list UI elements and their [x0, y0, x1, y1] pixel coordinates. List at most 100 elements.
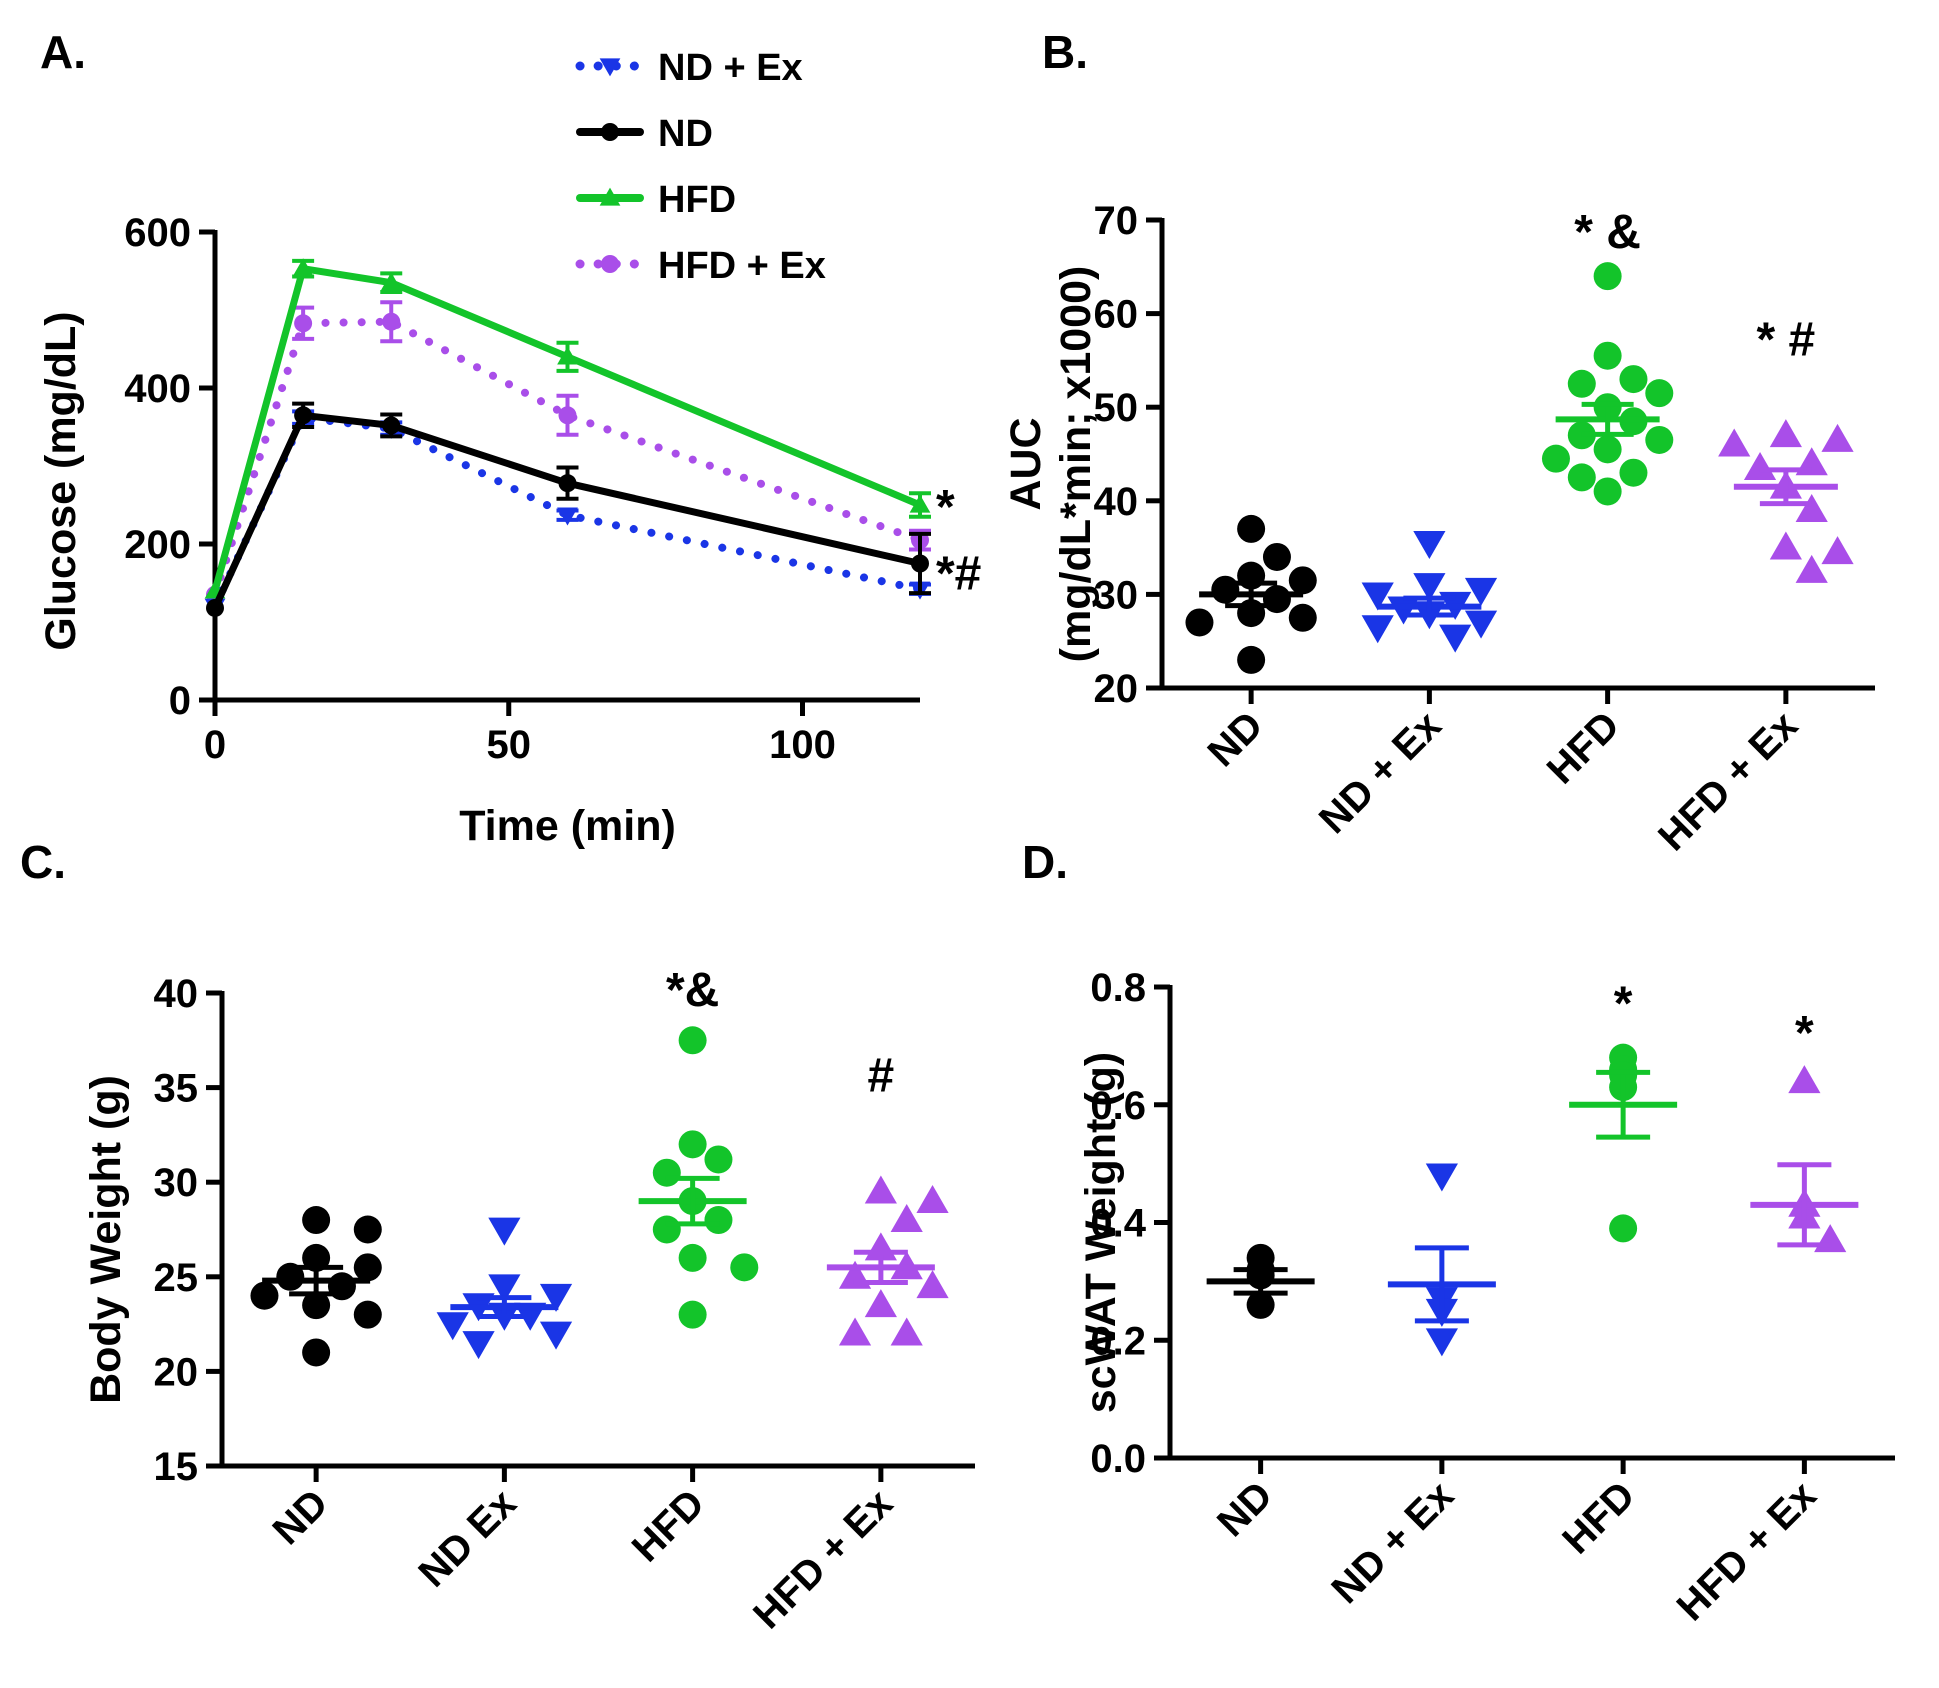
y-tick-label: 400 [124, 367, 191, 411]
data-point [652, 1215, 681, 1244]
data-point [916, 1185, 949, 1214]
data-point [864, 1289, 897, 1318]
data-point [1619, 365, 1648, 394]
panel-d: D. 0.0 0.2 0.4 0.6 0.8 scWAT Weight (g) ND ND + … [1022, 836, 1895, 1629]
group-nd: ND [1206, 1243, 1315, 1545]
data-point [1821, 536, 1854, 565]
data-point [1425, 1328, 1458, 1357]
panel-a: A. 0 200 400 600 0 50 100 Time (min) Glucose (mg/… [37, 26, 981, 850]
data-point [557, 346, 578, 365]
legend: ND + Ex ND HFD HFD + Ex [575, 47, 826, 287]
data-point [1645, 379, 1674, 408]
data-point [294, 406, 313, 425]
data-point [302, 1291, 331, 1320]
y-tick-label: 35 [154, 1067, 199, 1111]
data-point [1567, 463, 1596, 492]
panel-label: B. [1042, 26, 1088, 78]
data-point [1237, 645, 1266, 674]
data-point [1645, 425, 1674, 454]
category-label: HFD + Ex [1650, 703, 1806, 859]
group-hfd: HFD [624, 1026, 759, 1571]
y-axis-title: Glucose (mg/dL) [37, 311, 85, 650]
data-point [382, 312, 401, 331]
data-point [1387, 596, 1420, 625]
annotation: *# [936, 548, 981, 601]
y-tick-label: 60 [1094, 293, 1139, 337]
y-tick-label: 50 [1094, 386, 1139, 430]
data-point [1425, 1163, 1458, 1192]
annotation: * [936, 481, 955, 534]
data-point [1541, 444, 1570, 473]
data-point [911, 554, 929, 573]
data-point [1788, 1065, 1821, 1094]
legend-marker-nd [601, 123, 619, 141]
data-point [730, 1253, 759, 1282]
data-point [1361, 615, 1394, 644]
data-point [704, 1206, 733, 1235]
data-point [1262, 585, 1291, 614]
category-label: ND + Ex [1323, 1473, 1462, 1612]
legend-label-nd: ND [658, 113, 713, 155]
y-tick-label: 30 [1094, 573, 1139, 617]
y-axis-title: Body Weight (g) [82, 1075, 130, 1404]
y-tick-label: 0.2 [1090, 1319, 1146, 1363]
data-point [294, 314, 313, 333]
data-point [678, 1243, 707, 1272]
data-point [1237, 514, 1266, 543]
data-point [1769, 419, 1802, 448]
annotation: *& [666, 964, 719, 1017]
data-point [1593, 262, 1622, 291]
data-point [353, 1215, 382, 1244]
category-label: ND [1209, 1473, 1281, 1545]
category-label: HFD + Ex [1669, 1473, 1825, 1629]
group-nd: ND [250, 1206, 382, 1553]
data-point [652, 1158, 681, 1187]
legend-marker-hfd [599, 187, 621, 206]
data-point [1821, 423, 1854, 452]
data-point [1593, 477, 1622, 506]
category-label: HFD [624, 1481, 713, 1570]
data-point [909, 494, 931, 513]
x-axis-title: Time (min) [459, 802, 676, 850]
data-point [292, 258, 314, 277]
data-point [1619, 458, 1648, 487]
legend-marker-hfd-ex [601, 255, 619, 273]
data-point [890, 1203, 923, 1232]
y-tick-label: 15 [154, 1445, 199, 1489]
data-point [1262, 542, 1291, 571]
y-tick-label: 0 [169, 679, 191, 723]
group-nd-ex: ND Ex [410, 1217, 573, 1596]
y-tick-label: 20 [154, 1350, 199, 1394]
category-label: HFD + Ex [745, 1481, 901, 1637]
category-label: ND Ex [410, 1481, 524, 1595]
data-point [557, 507, 578, 526]
data-point [1361, 582, 1394, 611]
legend-marker-nd-ex [599, 58, 621, 77]
data-point [678, 1130, 707, 1159]
data-point [1718, 428, 1751, 457]
data-point [1464, 577, 1498, 606]
category-label: ND [1200, 703, 1272, 775]
data-point [462, 1331, 495, 1360]
group-hfd-ex: HFD + Ex [745, 1175, 949, 1637]
data-point [558, 406, 577, 425]
legend-label-nd-ex: ND + Ex [658, 47, 803, 89]
data-point [1185, 608, 1214, 637]
group-nd: ND [1185, 514, 1317, 775]
data-point [382, 416, 401, 435]
data-point [380, 272, 402, 291]
panel-c: C. 15 20 25 30 35 40 Body Weight (g) ND ND Ex HFD H… [20, 836, 975, 1637]
panel-label: D. [1022, 836, 1068, 888]
group-nd-ex: ND + Ex [1323, 1163, 1496, 1612]
y-tick-label: 40 [1094, 480, 1139, 524]
data-point [250, 1281, 279, 1310]
data-point [704, 1145, 733, 1174]
data-point [1211, 575, 1240, 604]
data-point [488, 1217, 521, 1246]
data-point [1743, 451, 1777, 480]
y-tick-label: 25 [154, 1256, 199, 1300]
data-point [916, 1270, 949, 1299]
annotation: * [1795, 1007, 1814, 1060]
data-point [1609, 1214, 1638, 1243]
